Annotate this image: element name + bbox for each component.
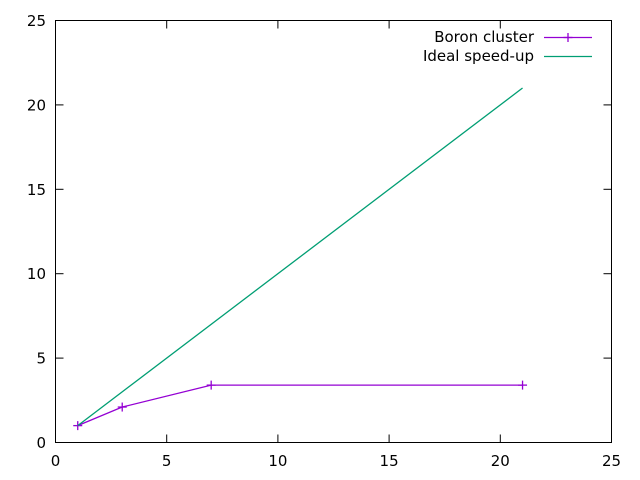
legend-line-sample-boron-cluster bbox=[544, 33, 592, 42]
legend-entry-boron-cluster: Boron cluster bbox=[423, 28, 592, 47]
x-tick-label: 10 bbox=[268, 452, 287, 470]
series-line-ideal-speed-up bbox=[77, 87, 523, 427]
legend: Boron cluster Ideal speed-up bbox=[423, 28, 592, 66]
series-line-boron-cluster bbox=[77, 384, 523, 427]
y-tick-label: 15 bbox=[27, 181, 46, 199]
x-tick-label: 20 bbox=[491, 452, 510, 470]
x-tick-label: 25 bbox=[602, 452, 621, 470]
y-tick-label: 10 bbox=[27, 265, 46, 283]
y-tick-label: 5 bbox=[36, 350, 46, 368]
legend-label-ideal-speed-up: Ideal speed-up bbox=[422, 47, 534, 65]
x-tick-label: 5 bbox=[162, 452, 172, 470]
y-tick-label: 0 bbox=[36, 434, 46, 452]
series-boron-cluster bbox=[73, 380, 528, 431]
legend-entry-ideal-speed-up: Ideal speed-up bbox=[423, 47, 592, 66]
y-tick-label: 25 bbox=[27, 12, 46, 30]
x-tick-label: 15 bbox=[380, 452, 399, 470]
legend-line-sample-ideal-speed-up bbox=[544, 55, 592, 58]
x-tick-label: 0 bbox=[51, 452, 61, 470]
series-ideal-speed-up bbox=[77, 87, 523, 427]
y-tick-label: 20 bbox=[27, 96, 46, 114]
plot-border bbox=[55, 20, 612, 443]
legend-label-boron-cluster: Boron cluster bbox=[434, 28, 534, 46]
